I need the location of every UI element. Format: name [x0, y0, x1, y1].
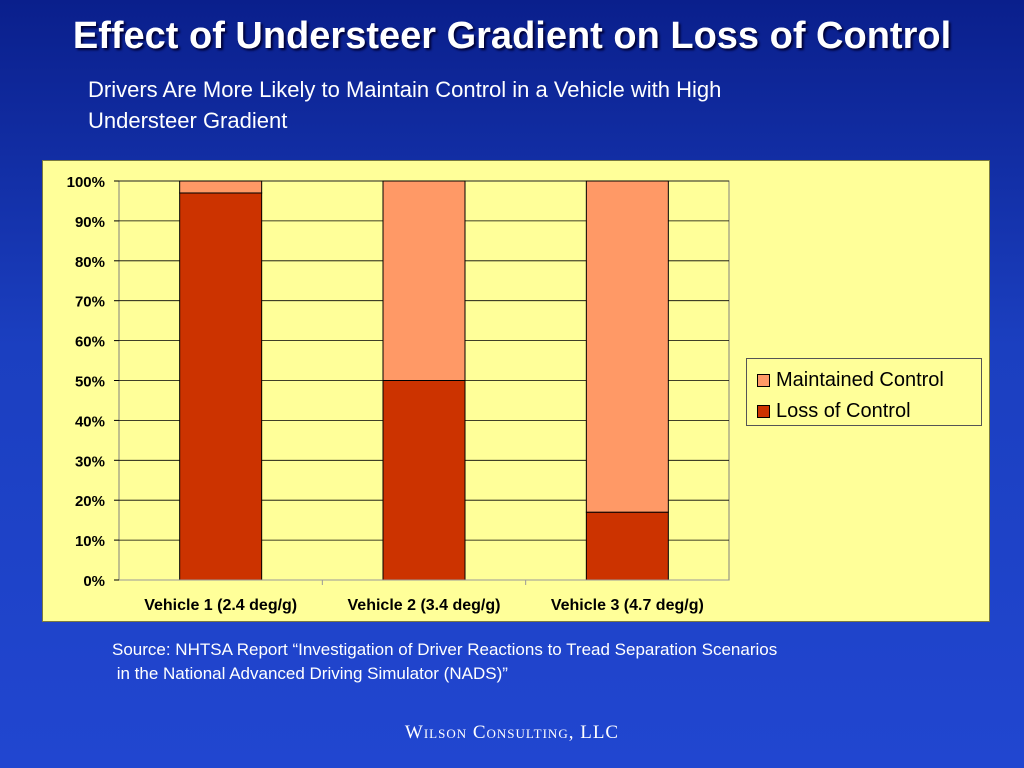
bar-maintained-control-2 [382, 180, 466, 381]
slide-subtitle: Drivers Are More Likely to Maintain Cont… [88, 74, 928, 136]
legend-swatch-loss-of-control [757, 405, 770, 418]
y-tick-label: 90% [75, 214, 105, 231]
source-citation: Source: NHTSA Report “Investigation of D… [112, 638, 932, 686]
legend-item-loss-of-control: Loss of Control [757, 396, 981, 427]
y-tick-label: 30% [75, 453, 105, 470]
x-tick-label: Vehicle 2 (3.4 deg/g) [348, 597, 501, 614]
bar-loss-of-control-2 [382, 380, 466, 581]
legend-item-maintained-control: Maintained Control [757, 365, 981, 396]
y-tick-label: 60% [75, 334, 105, 351]
y-tick-label: 70% [75, 294, 105, 311]
subtitle-line-2: Understeer Gradient [88, 108, 288, 133]
y-tick-label: 80% [75, 254, 105, 271]
y-tick-label: 50% [75, 374, 105, 391]
legend-swatch-maintained-control [757, 374, 770, 387]
subtitle-line-1: Drivers Are More Likely to Maintain Cont… [88, 77, 722, 102]
y-tick-label: 40% [75, 413, 105, 430]
y-tick-label: 10% [75, 533, 105, 550]
legend-label-maintained-control: Maintained Control [776, 369, 944, 391]
legend-label-loss-of-control: Loss of Control [776, 400, 911, 422]
bar-maintained-control-3 [585, 180, 669, 513]
chart-panel: 0% 10% 20% 30% 40% 50% 60% 70% 80% 90% 100% Vehicle… [42, 160, 990, 622]
y-tick-label: 100% [67, 174, 105, 191]
x-tick-label: Vehicle 3 (4.7 deg/g) [551, 597, 704, 614]
footer-company-name: Wilson Consulting, LLC [404, 722, 620, 743]
stacked-bar-chart: 0% 10% 20% 30% 40% 50% 60% 70% 80% 90% 100% Vehicle… [67, 174, 730, 614]
bar-loss-of-control-3 [585, 511, 669, 581]
x-tick-label: Vehicle 1 (2.4 deg/g) [144, 597, 297, 614]
chart-legend: Maintained Control Loss of Control [746, 358, 982, 426]
source-line-1: Source: NHTSA Report “Investigation of D… [112, 640, 778, 659]
slide-title: Effect of Understeer Gradient on Loss of… [72, 15, 952, 57]
bar-maintained-control-1 [179, 180, 263, 194]
bar-loss-of-control-1 [179, 192, 263, 581]
y-tick-label: 0% [83, 573, 105, 590]
y-tick-label: 20% [75, 493, 105, 510]
source-line-2: in the National Advanced Driving Simulat… [112, 664, 508, 683]
